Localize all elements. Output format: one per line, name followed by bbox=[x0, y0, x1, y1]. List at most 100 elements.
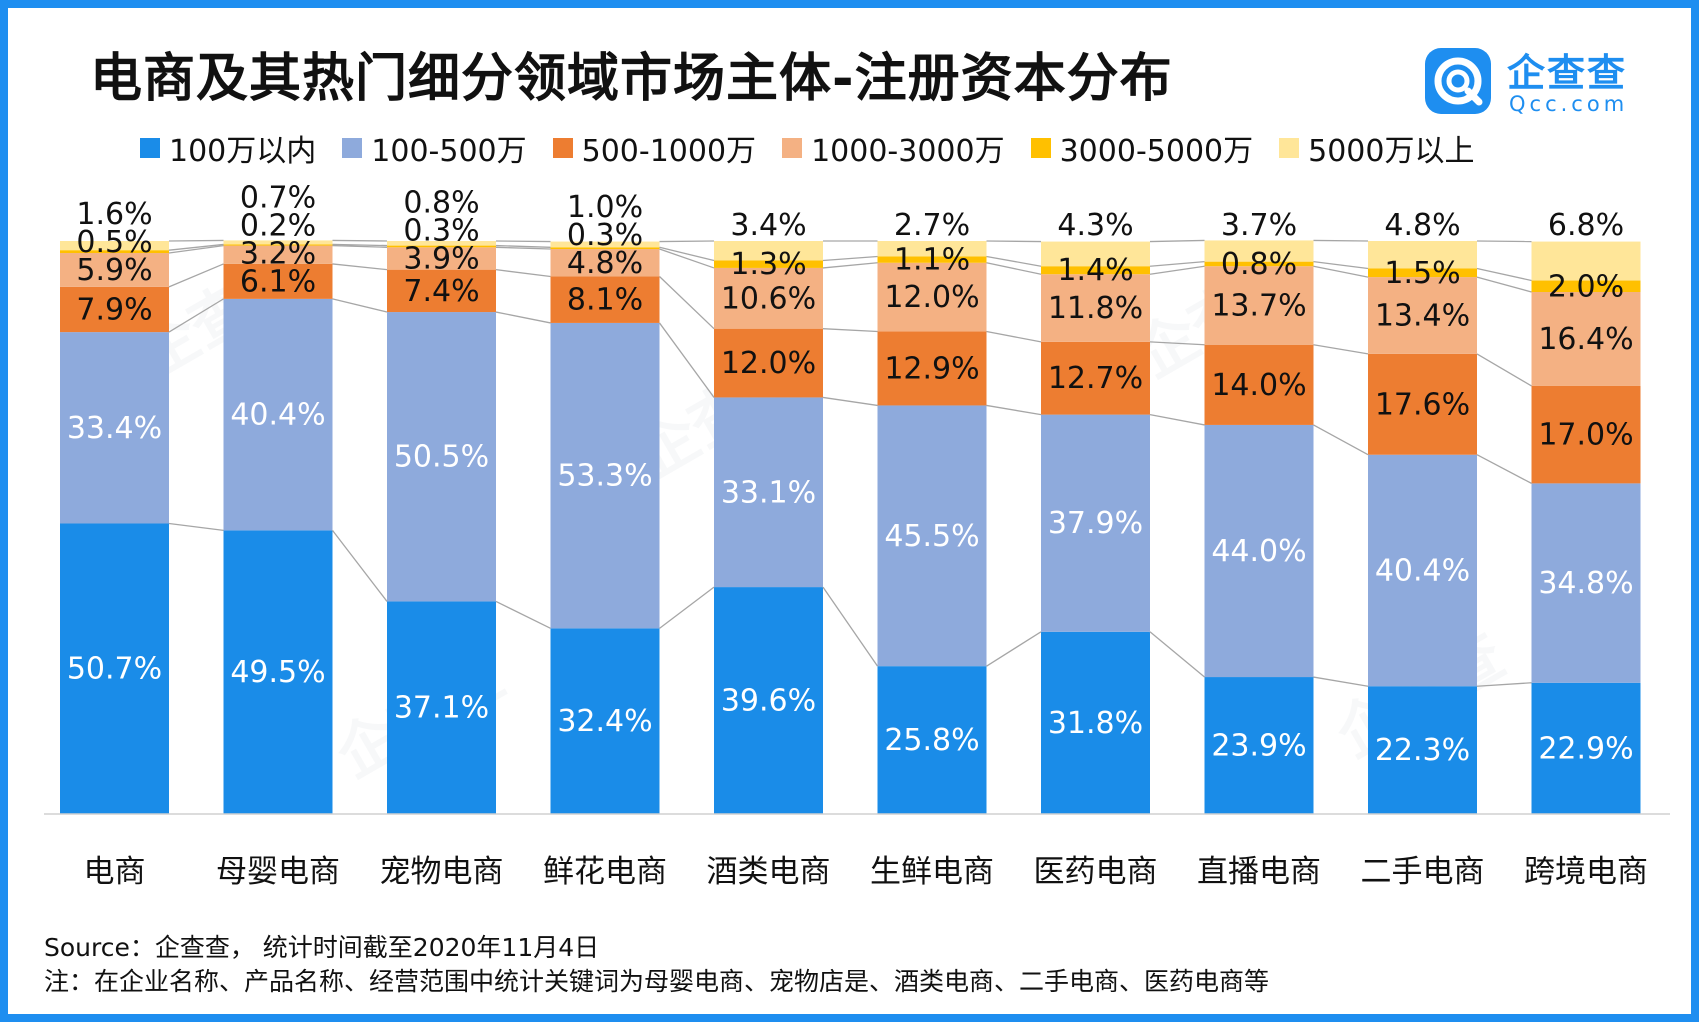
bar-segment bbox=[1531, 280, 1641, 292]
source-note: Source：企查查， 统计时间截至2020年11月4日 bbox=[44, 933, 600, 962]
connector-line bbox=[986, 404, 1042, 416]
connector-line bbox=[1313, 424, 1369, 456]
connector-line bbox=[659, 276, 715, 330]
legend-item-1: 100-500万 bbox=[342, 126, 527, 170]
connector-line bbox=[332, 243, 388, 247]
connector-line bbox=[1476, 682, 1532, 687]
bar-segment bbox=[877, 666, 987, 814]
connector-line bbox=[659, 246, 715, 262]
bar-segment bbox=[223, 263, 333, 299]
data-label: 31.8% bbox=[1048, 706, 1143, 741]
connector-line bbox=[822, 586, 879, 667]
connector-line bbox=[822, 262, 878, 269]
legend-item-0: 100万以内 bbox=[140, 126, 316, 170]
legend-swatch bbox=[1279, 138, 1300, 158]
data-label: 10.6% bbox=[721, 281, 816, 316]
connector-line bbox=[168, 263, 224, 288]
connector-line bbox=[986, 240, 1042, 243]
bar-segment bbox=[60, 332, 169, 524]
bar-segment bbox=[1531, 483, 1641, 683]
connector-line bbox=[1476, 353, 1532, 387]
data-label: 12.7% bbox=[1048, 361, 1143, 396]
data-label: 39.6% bbox=[721, 684, 816, 719]
connector-line bbox=[1313, 239, 1369, 242]
bar-segment bbox=[1368, 686, 1477, 814]
data-label: 0.8% bbox=[403, 185, 479, 220]
bar-segment bbox=[60, 241, 169, 251]
connector-line bbox=[1313, 676, 1369, 687]
bar-segment bbox=[1531, 682, 1641, 814]
legend-swatch bbox=[1030, 138, 1051, 158]
connector-line bbox=[1149, 341, 1205, 346]
legend-label: 1000-3000万 bbox=[811, 134, 1005, 169]
bar-segment bbox=[877, 262, 987, 332]
data-label: 1.6% bbox=[76, 197, 152, 232]
bar-segment bbox=[714, 328, 823, 398]
connector-line bbox=[168, 298, 224, 333]
brand-domain: Qcc.com bbox=[1509, 92, 1629, 116]
category-label: 宠物电商 bbox=[380, 854, 504, 890]
data-label: 40.4% bbox=[230, 398, 325, 433]
category-label: 母婴电商 bbox=[216, 854, 340, 890]
data-label: 7.4% bbox=[403, 274, 479, 309]
category-label: 酒类电商 bbox=[707, 854, 831, 890]
data-label: 4.8% bbox=[567, 246, 643, 281]
data-label: 6.8% bbox=[1548, 208, 1624, 243]
qcc-logo-icon bbox=[1425, 48, 1491, 114]
data-label: 50.7% bbox=[67, 652, 162, 687]
bar-segment bbox=[1368, 241, 1477, 269]
bar-segment bbox=[1368, 268, 1477, 278]
connector-line bbox=[658, 322, 715, 398]
category-label: 直播电商 bbox=[1197, 854, 1321, 890]
connector-line bbox=[495, 246, 551, 250]
connector-line bbox=[1149, 265, 1205, 275]
connector-line bbox=[1149, 631, 1205, 678]
bar-segment bbox=[387, 269, 496, 313]
bar-segment bbox=[550, 628, 660, 814]
category-label: 鲜花电商 bbox=[543, 854, 667, 890]
legend-swatch bbox=[140, 138, 160, 158]
category-label: 电商 bbox=[84, 854, 146, 890]
data-label: 4.8% bbox=[1384, 208, 1460, 243]
bar-segment bbox=[550, 247, 660, 250]
category-label: 医药电商 bbox=[1034, 854, 1158, 890]
data-label: 45.5% bbox=[884, 519, 979, 554]
data-label: 14.0% bbox=[1211, 368, 1306, 403]
bar-segment bbox=[1041, 241, 1150, 267]
data-label: 8.1% bbox=[567, 283, 643, 318]
bar-segment bbox=[877, 405, 987, 667]
data-label: 34.8% bbox=[1538, 566, 1633, 601]
data-label: 1.3% bbox=[730, 247, 806, 282]
bar-segment bbox=[1041, 631, 1150, 814]
legend-label: 100万以内 bbox=[169, 134, 317, 169]
bar-segment bbox=[1041, 341, 1150, 415]
data-label: 53.3% bbox=[557, 459, 652, 494]
data-label: 2.0% bbox=[1548, 269, 1624, 304]
bar-segment bbox=[714, 397, 823, 588]
bar-segment bbox=[223, 244, 333, 246]
bar-segment bbox=[877, 331, 987, 406]
connector-line bbox=[1149, 260, 1205, 267]
connector-line bbox=[495, 311, 551, 324]
brand-logo: 企查查 Qcc.com bbox=[1425, 40, 1655, 120]
chart-title: 电商及其热门细分领域市场主体-注册资本分布 bbox=[90, 49, 1173, 109]
connector-line bbox=[986, 262, 1042, 275]
data-label: 0.8% bbox=[1221, 247, 1297, 282]
bar-segment bbox=[223, 530, 333, 814]
bar-segment bbox=[1368, 353, 1477, 455]
data-label: 2.7% bbox=[894, 208, 970, 243]
footnote: 注：在企业名称、产品名称、经营范围中统计关键词为母婴电商、宠物店是、酒类电商、二… bbox=[44, 967, 1270, 996]
bar-segment bbox=[1204, 344, 1314, 425]
legend-swatch bbox=[342, 138, 363, 158]
bar-segment bbox=[60, 286, 169, 333]
data-label: 12.0% bbox=[721, 346, 816, 381]
data-label: 25.8% bbox=[884, 723, 979, 758]
data-label: 0.7% bbox=[240, 180, 316, 215]
bar-segment bbox=[714, 587, 823, 814]
legend-item-2: 500-1000万 bbox=[552, 126, 756, 170]
bar-segment bbox=[1531, 385, 1641, 484]
bar-segment bbox=[1041, 414, 1150, 632]
data-label: 13.7% bbox=[1211, 288, 1306, 323]
legend-item-4: 3000-5000万 bbox=[1030, 126, 1253, 170]
data-label: 37.9% bbox=[1048, 506, 1143, 541]
